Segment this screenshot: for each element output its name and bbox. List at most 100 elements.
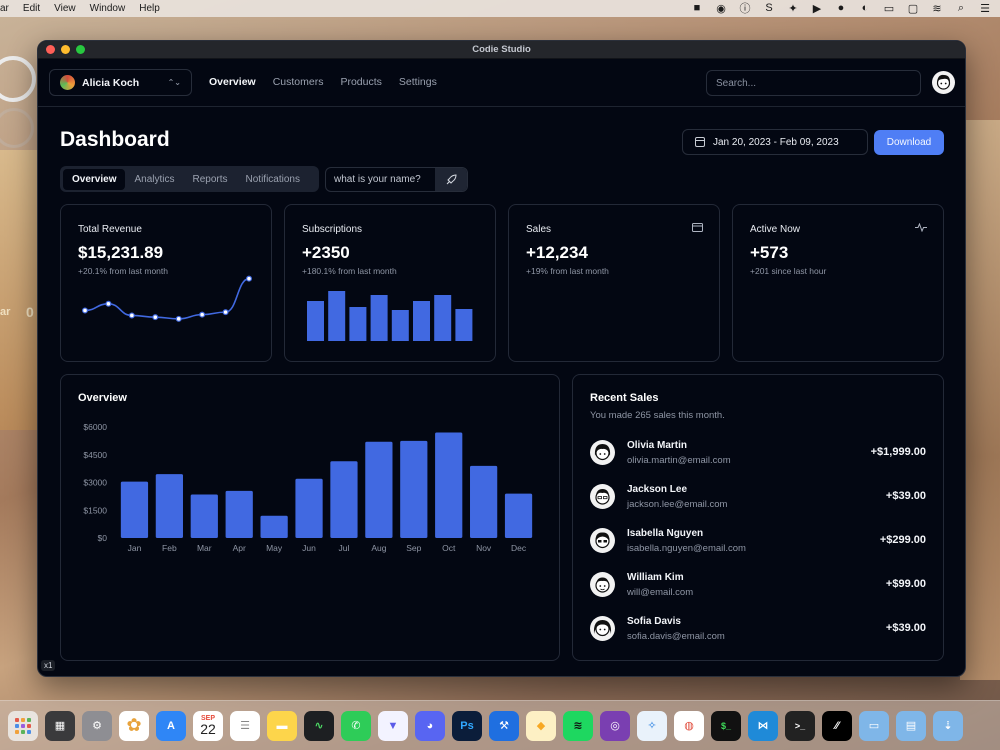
dock-downloads-icon[interactable]: ⇣ (933, 710, 963, 741)
user-avatar-face-icon (936, 74, 951, 90)
zoom-button[interactable] (76, 45, 85, 54)
dashboard-tabs: Overview Analytics Reports Notifications (60, 166, 319, 192)
menu-help[interactable]: Help (139, 3, 160, 14)
menu-edit[interactable]: Edit (22, 3, 41, 14)
window-title: Codie Studio (472, 44, 531, 55)
customer-email: sofia.davis@email.com (627, 631, 725, 642)
search-input[interactable] (706, 70, 921, 96)
menu-app[interactable]: ar (0, 3, 9, 14)
tab-reports[interactable]: Reports (192, 173, 228, 185)
close-button[interactable] (46, 45, 55, 54)
dock-launchpad-icon[interactable] (8, 710, 38, 741)
overview-bar-nov (470, 465, 498, 538)
desktop-widget-number: 0 (26, 304, 34, 320)
stat-title: Sales (526, 224, 552, 235)
revenue-point-0 (82, 307, 89, 314)
app-window: Codie Studio Alicia Koch ⌃⌄ Overview Cus… (37, 40, 966, 677)
rocket-button[interactable] (435, 168, 467, 191)
camera-icon[interactable]: ■ (693, 2, 701, 14)
s-app-icon[interactable]: S (765, 2, 773, 14)
dock-app-store-icon[interactable]: A (156, 710, 186, 741)
dock-folder-icon[interactable]: ▭ (859, 710, 889, 741)
dock-vscode-icon[interactable]: ⋈ (748, 710, 778, 741)
menu-window[interactable]: Window (89, 3, 126, 14)
menu-view[interactable]: View (54, 3, 76, 14)
dock-spotify-icon[interactable]: ≋ (563, 710, 593, 741)
avatar (590, 528, 615, 553)
recent-sales-panel: Recent Sales You made 265 sales this mon… (572, 374, 944, 661)
subscriptions-bar-5 (413, 301, 430, 341)
play-icon[interactable]: ▶ (812, 2, 822, 15)
list-item[interactable]: Sofia Davis sofia.davis@email.com +$39.0… (590, 614, 926, 648)
overview-bar-jul (330, 461, 358, 538)
display-icon[interactable]: ▢ (907, 2, 919, 15)
date-range-picker[interactable]: Jan 20, 2023 - Feb 09, 2023 (682, 129, 868, 155)
list-item[interactable]: Isabella Nguyen isabella.nguyen@email.co… (590, 526, 926, 560)
dock-calendar-icon[interactable]: SEP 22 (193, 710, 223, 741)
dock-whatsapp-icon[interactable]: ✆ (341, 710, 371, 741)
dock-calculator-icon[interactable]: ▦ (45, 710, 75, 741)
dock-safari-icon[interactable]: ✧ (637, 710, 667, 741)
incognito-icon[interactable]: ● (837, 2, 845, 14)
y-tick-label: $3000 (83, 478, 107, 488)
nav-products[interactable]: Products (340, 76, 382, 88)
desktop-wallpaper-right (960, 120, 1000, 680)
dock-terminal-icon[interactable]: $_ (711, 710, 741, 741)
dock-terminal-2-icon[interactable]: >_ (785, 710, 815, 741)
dock-reminders-icon[interactable]: ☰ (230, 710, 260, 741)
overview-bar-oct (435, 432, 463, 538)
dock-xcode-icon[interactable]: ⚒ (489, 710, 519, 741)
minimize-button[interactable] (61, 45, 70, 54)
dock-photos-icon[interactable]: ✿ (119, 710, 149, 741)
dock-documents-icon[interactable]: ▤ (896, 710, 926, 741)
list-item[interactable]: William Kim will@email.com +$99.00 (590, 570, 926, 604)
team-avatar (60, 75, 75, 90)
revenue-point-3 (152, 314, 159, 321)
dock-activity-monitor-icon[interactable]: ∿ (304, 710, 334, 741)
dock-discord-icon[interactable]: ◕ (415, 710, 445, 741)
tab-overview[interactable]: Overview (63, 168, 126, 190)
dock-chrome-icon[interactable]: ◍ (674, 710, 704, 741)
contrast-icon[interactable]: ◐ (861, 2, 869, 14)
control-center-icon[interactable]: ☰ (980, 2, 990, 15)
overview-panel: Overview $0 $1500 $3000 $4500 $6000 Jan Feb Mar… (60, 374, 560, 661)
page-title: Dashboard (60, 128, 170, 151)
tab-notifications[interactable]: Notifications (245, 173, 300, 185)
download-button[interactable]: Download (874, 130, 944, 155)
customer-email: olivia.martin@email.com (627, 455, 731, 466)
x-tick-label: Jun (302, 543, 316, 553)
user-avatar[interactable] (932, 71, 955, 94)
tab-analytics[interactable]: Analytics (134, 173, 175, 185)
info-icon[interactable]: ⓘ (739, 3, 751, 15)
wifi-icon[interactable]: ≋ (932, 2, 942, 15)
x-tick-label: Jul (339, 543, 350, 553)
customer-email: jackson.lee@email.com (627, 499, 728, 510)
subscriptions-bar-3 (370, 295, 388, 341)
nav-customers[interactable]: Customers (272, 76, 324, 88)
dock-settings-icon[interactable]: ⚙ (82, 710, 112, 741)
dock-photoshop-icon[interactable]: Ps (452, 710, 482, 741)
nav-settings[interactable]: Settings (398, 76, 437, 88)
dock-notes-icon[interactable]: ▬ (267, 710, 297, 741)
activity-icon (915, 222, 927, 235)
sale-amount: +$1,999.00 (870, 446, 926, 458)
list-item[interactable]: Jackson Lee jackson.lee@email.com +$39.0… (590, 482, 926, 516)
sale-amount: +$39.00 (885, 622, 926, 634)
dock-sketch-icon[interactable]: ◆ (526, 710, 556, 741)
grammarly-icon[interactable]: ◉ (716, 2, 726, 15)
search-icon[interactable]: ⌕ (957, 1, 965, 14)
list-item[interactable]: Olivia Martin olivia.martin@email.com +$… (590, 438, 926, 472)
openai-icon[interactable]: ✦ (788, 2, 798, 15)
battery-icon[interactable]: ▭ (883, 2, 895, 15)
dock-vpn-icon[interactable]: ▼ (378, 710, 408, 741)
name-input[interactable] (326, 168, 435, 191)
y-tick-label: $6000 (83, 422, 107, 432)
dock-github-icon[interactable]: ◎ (600, 710, 630, 741)
desktop-widget-ring-2 (0, 108, 34, 148)
team-switcher[interactable]: Alicia Koch ⌃⌄ (49, 69, 192, 96)
zoom-badge: x1 (41, 660, 56, 671)
avatar (590, 616, 615, 641)
nav-overview[interactable]: Overview (209, 76, 256, 88)
dock-linear-icon[interactable]: ⁄⁄ (822, 710, 852, 741)
customer-name: Jackson Lee (627, 484, 688, 495)
